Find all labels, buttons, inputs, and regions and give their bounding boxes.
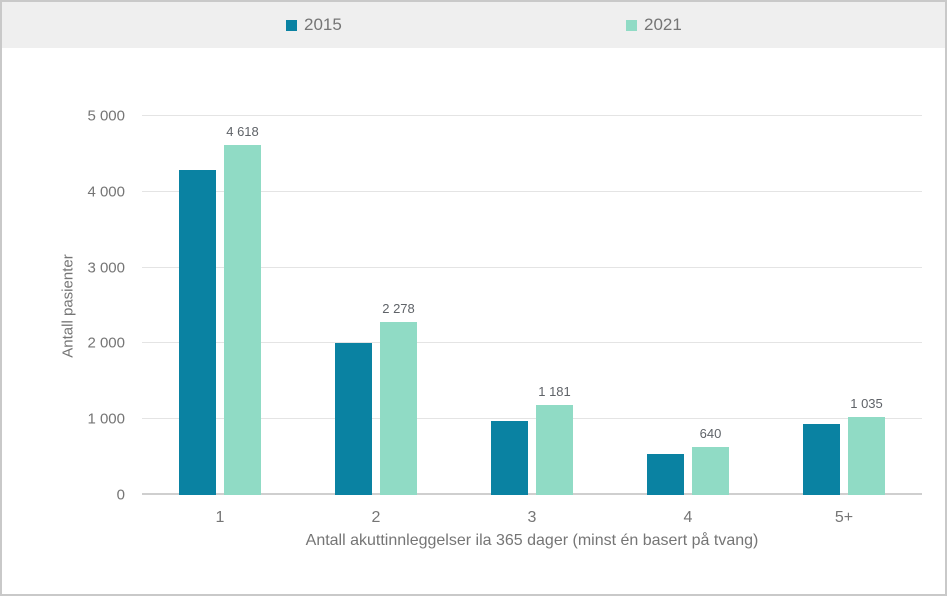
legend-label-2015: 2015 <box>304 15 342 34</box>
y-tick-label: 4 000 <box>87 183 125 201</box>
bar-group-5+: 1 035 5+ <box>766 116 922 526</box>
x-axis-title: Antall akuttinnleggelser ila 365 dager (… <box>305 532 759 549</box>
y-tick-label: 2 000 <box>87 334 125 352</box>
bar-2015-cat-5+[interactable] <box>803 424 840 495</box>
y-tick-label: 1 000 <box>87 410 125 428</box>
x-category-label-4: 4 <box>683 509 693 526</box>
data-label-2021-cat-4: 640 <box>699 425 722 441</box>
y-axis-title: Antall pasienter <box>59 254 77 358</box>
bar-2021-cat-5+[interactable]: 1 035 <box>848 396 885 495</box>
bar-2021-cat-3[interactable]: 1 181 <box>536 384 573 495</box>
bar-2021-cat-1[interactable]: 4 618 <box>224 124 261 495</box>
bar-2015-cat-2[interactable] <box>335 343 372 495</box>
data-label-2021-cat-5+: 1 035 <box>850 395 883 411</box>
chart-area: Antall pasienter 0 1 000 2 000 3 000 4 000 5 … <box>2 48 945 594</box>
bar-2021-cat-2[interactable]: 2 278 <box>380 301 417 495</box>
bar-group-2: 2 278 2 <box>298 116 454 526</box>
bar-group-3: 1 181 3 <box>454 116 610 526</box>
gridline <box>142 418 922 420</box>
gridline <box>142 115 922 116</box>
y-tick-label: 3 000 <box>87 259 125 277</box>
data-label-2021-cat-3: 1 181 <box>538 384 571 400</box>
bar-group-1: 4 618 1 <box>142 116 298 526</box>
gridline <box>142 190 922 192</box>
legend-item-2021[interactable]: 2021 <box>626 2 682 48</box>
x-axis-line <box>142 493 922 495</box>
legend-swatch <box>626 19 637 31</box>
data-label-2021-cat-1: 4 618 <box>226 123 259 139</box>
legend-band: 2015 2021 <box>2 2 945 48</box>
bar-2021-cat-4[interactable]: 640 <box>692 426 729 495</box>
y-tick-label: 0 <box>116 486 125 504</box>
legend-swatch <box>286 19 297 31</box>
bar-2015-cat-4[interactable] <box>647 454 684 495</box>
data-label-2021-cat-2: 2 278 <box>382 301 415 317</box>
y-tick-label: 5 000 <box>87 107 125 125</box>
bar-group-4: 640 4 <box>610 116 766 526</box>
gridline <box>142 266 922 268</box>
gridline <box>142 342 922 344</box>
bar-2015-cat-1[interactable] <box>179 169 216 495</box>
x-category-label-5+: 5+ <box>834 509 854 526</box>
x-category-label-1: 1 <box>215 509 225 526</box>
legend-item-2015[interactable]: 2015 <box>286 2 342 48</box>
plot-area: 0 1 000 2 000 3 000 4 000 5 000 4 618 1 2 278 2 1 … <box>87 108 922 526</box>
x-category-label-2: 2 <box>371 509 381 526</box>
x-category-label-3: 3 <box>527 509 537 526</box>
bar-2015-cat-3[interactable] <box>491 421 528 495</box>
legend-label-2021: 2021 <box>644 15 682 34</box>
